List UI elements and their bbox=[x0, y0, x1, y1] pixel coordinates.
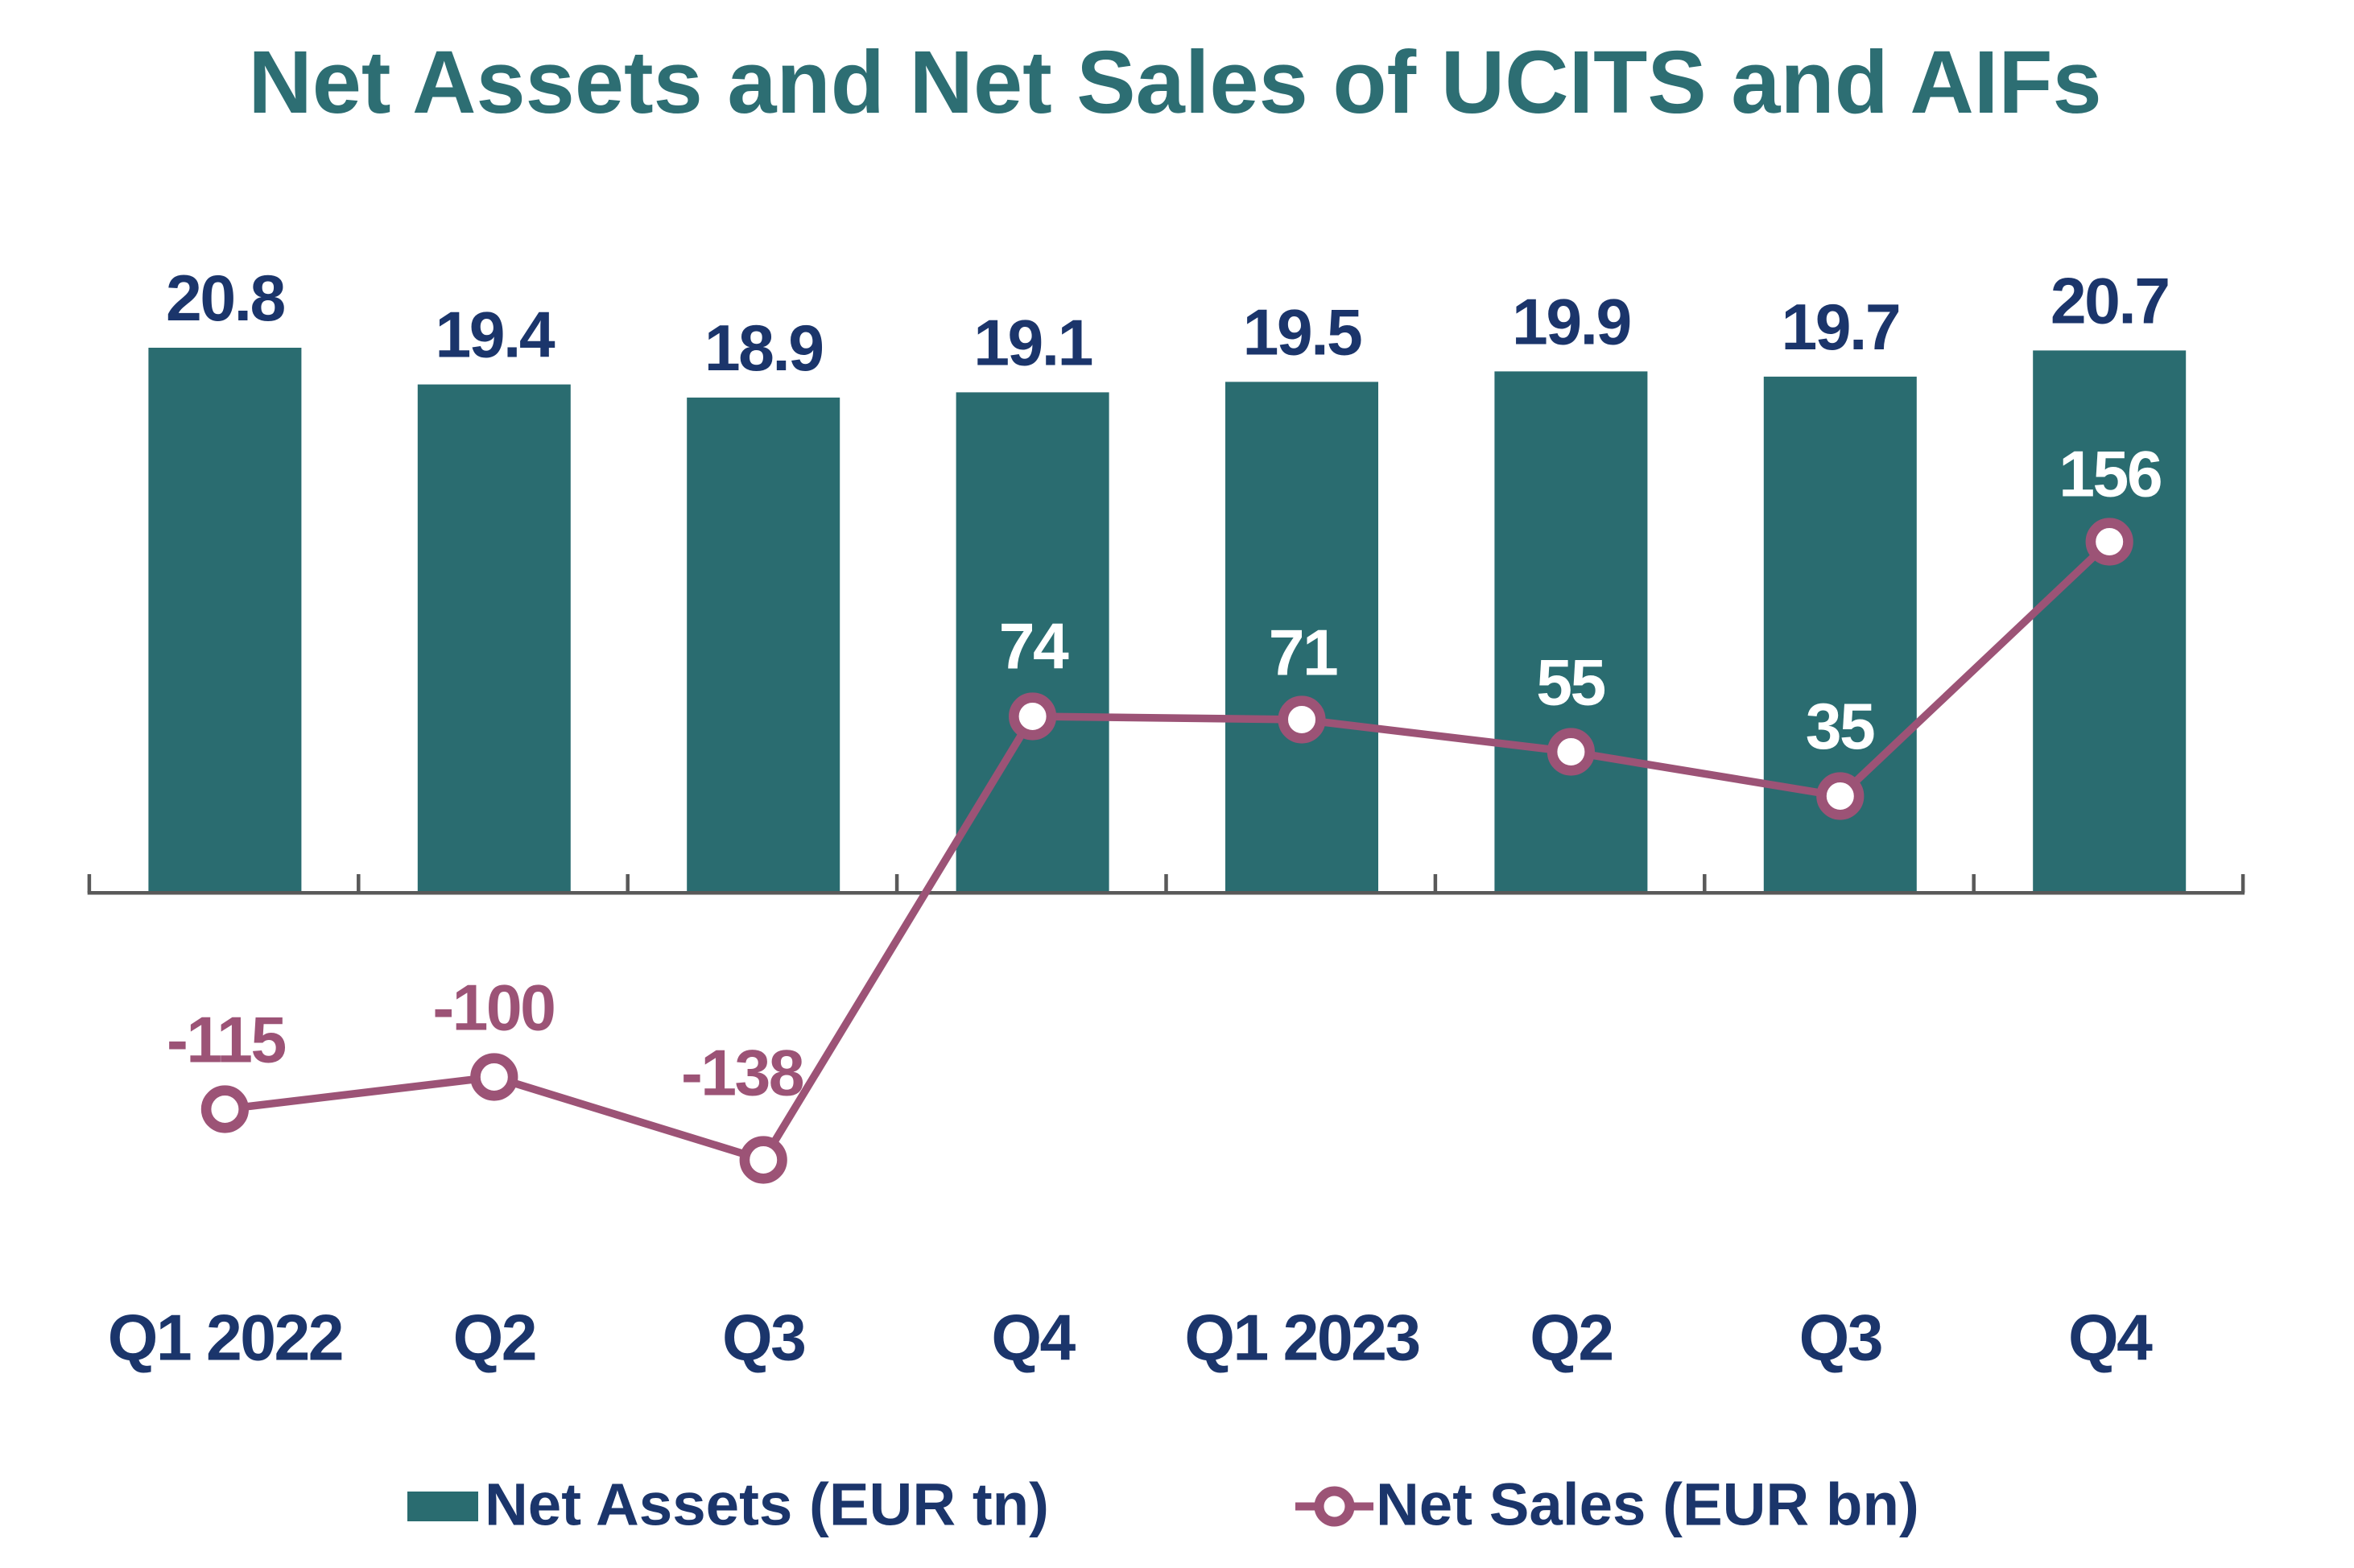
svg-text:Q4: Q4 bbox=[991, 1302, 1076, 1375]
svg-text:19.9: 19.9 bbox=[1512, 286, 1630, 358]
svg-text:Q2: Q2 bbox=[1530, 1302, 1612, 1375]
svg-text:19.5: 19.5 bbox=[1243, 296, 1361, 369]
svg-text:18.9: 18.9 bbox=[704, 312, 823, 385]
svg-text:Net Assets (EUR tn): Net Assets (EUR tn) bbox=[485, 1471, 1049, 1538]
svg-text:156: 156 bbox=[2059, 439, 2161, 511]
svg-text:-100: -100 bbox=[432, 972, 554, 1044]
svg-text:Q3: Q3 bbox=[722, 1302, 804, 1375]
svg-text:Q1 2022: Q1 2022 bbox=[108, 1302, 342, 1375]
svg-text:Q1 2023: Q1 2023 bbox=[1184, 1302, 1419, 1375]
svg-text:-115: -115 bbox=[167, 1005, 285, 1077]
svg-text:19.1: 19.1 bbox=[973, 307, 1092, 379]
svg-text:19.4: 19.4 bbox=[435, 299, 555, 372]
svg-text:-138: -138 bbox=[681, 1038, 803, 1110]
svg-text:71: 71 bbox=[1269, 617, 1337, 690]
svg-text:Q3: Q3 bbox=[1799, 1302, 1881, 1375]
svg-text:74: 74 bbox=[999, 611, 1069, 683]
svg-text:20.7: 20.7 bbox=[2050, 265, 2169, 337]
svg-text:Q4: Q4 bbox=[2068, 1302, 2153, 1375]
svg-text:55: 55 bbox=[1536, 647, 1604, 720]
svg-text:20.8: 20.8 bbox=[166, 262, 284, 335]
svg-text:19.7: 19.7 bbox=[1781, 291, 1899, 364]
svg-text:35: 35 bbox=[1806, 691, 1874, 763]
svg-text:Q2: Q2 bbox=[453, 1302, 535, 1375]
svg-text:Net Assets and Net Sales of UC: Net Assets and Net Sales of UCITS and AI… bbox=[248, 33, 2101, 132]
svg-text:Net Sales (EUR bn): Net Sales (EUR bn) bbox=[1376, 1471, 1919, 1538]
